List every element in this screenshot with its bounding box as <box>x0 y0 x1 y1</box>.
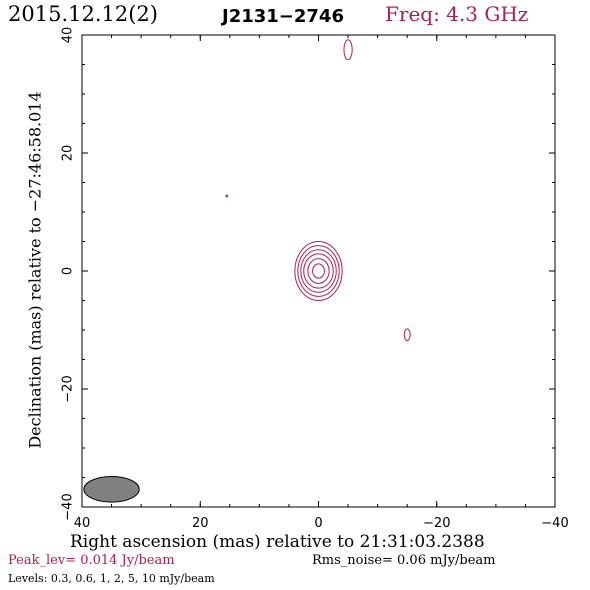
x-tick-label: 40 <box>74 516 91 531</box>
x-tick-label: 0 <box>314 516 322 531</box>
rms-noise: Rms_noise= 0.06 mJy/beam <box>312 553 496 568</box>
y-axis-label: Declination (mas) relative to −27:46:58.… <box>25 91 45 449</box>
contour-core <box>303 253 334 289</box>
beam-ellipse <box>83 476 140 503</box>
plot-frame <box>81 34 556 508</box>
contour-levels: Levels: 0.3, 0.6, 1, 2, 5, 10 mJy/beam <box>8 572 215 585</box>
y-tick-label: −40 <box>61 493 76 520</box>
y-tick-label: 20 <box>61 145 76 162</box>
peak-level: Peak_lev= 0.014 Jy/beam <box>8 553 175 568</box>
frequency-label: Freq: 4.3 GHz <box>385 2 529 26</box>
observation-date: 2015.12.12(2) <box>8 2 158 26</box>
contour-north-blob <box>343 39 353 61</box>
x-tick-label: −20 <box>423 516 450 531</box>
contour-dot <box>225 194 229 198</box>
source-name: J2131−2746 <box>222 6 344 27</box>
x-axis-label: Right ascension (mas) relative to 21:31:… <box>70 532 485 552</box>
contour-core <box>300 249 337 293</box>
contour-core <box>307 258 330 284</box>
contour-east-blob <box>403 328 411 342</box>
contour-core <box>297 245 340 297</box>
x-tick-label: −40 <box>541 516 568 531</box>
contour-core <box>312 263 325 279</box>
y-tick-label: 0 <box>61 267 76 275</box>
contour-core <box>294 241 343 301</box>
x-tick-label: 20 <box>192 516 209 531</box>
y-tick-label: −20 <box>61 375 76 402</box>
y-tick-label: 40 <box>61 27 76 44</box>
